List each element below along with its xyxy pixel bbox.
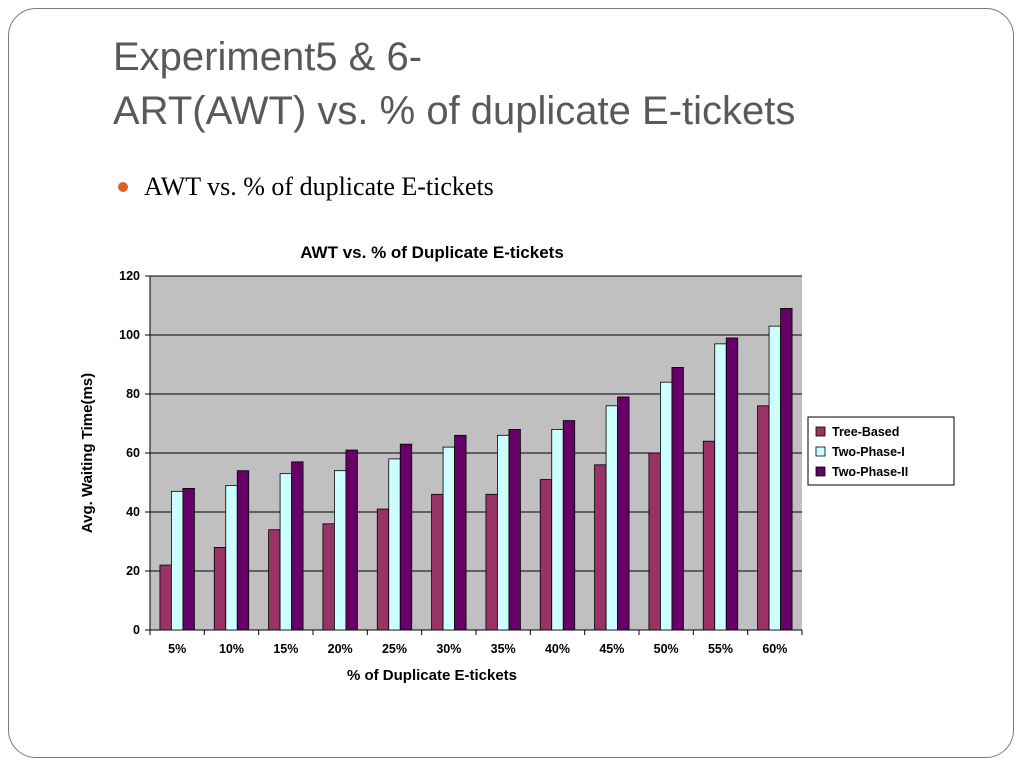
legend-swatch (815, 446, 826, 457)
bar (551, 428, 564, 631)
bar (485, 493, 498, 631)
bar (334, 470, 347, 631)
legend-swatch (815, 466, 826, 477)
x-tick-label: 55% (708, 642, 733, 656)
bar (508, 428, 521, 631)
x-tick-label: 40% (545, 642, 570, 656)
bar (376, 508, 390, 631)
x-tick-label: 20% (328, 642, 353, 656)
slide-title: Experiment5 & 6- ART(AWT) vs. % of dupli… (113, 30, 795, 138)
bar (399, 443, 413, 631)
bar (594, 464, 607, 631)
bar (757, 405, 770, 631)
bar (442, 446, 455, 631)
chart-container: AWT vs. % of Duplicate E-tickets % of Du… (62, 236, 956, 688)
bar (562, 420, 576, 631)
legend-swatch (815, 426, 826, 437)
x-tick-label: 30% (436, 642, 461, 656)
bar (617, 396, 630, 631)
x-tick-label: 5% (168, 642, 186, 656)
slide-title-line-2: ART(AWT) vs. % of duplicate E-tickets (113, 89, 796, 133)
bar (714, 343, 727, 631)
x-tick-label: 25% (382, 642, 407, 656)
x-tick-label: 50% (654, 642, 679, 656)
bar (279, 473, 292, 631)
bar (671, 367, 684, 631)
bar (291, 461, 304, 631)
x-tick-label: 45% (599, 642, 624, 656)
y-tick-label: 20 (126, 564, 140, 578)
bar (225, 485, 238, 631)
bar (648, 452, 661, 631)
y-tick-label: 100 (119, 328, 140, 342)
bar (236, 470, 250, 631)
legend-label: Two-Phase-II (832, 465, 908, 479)
bar (660, 381, 673, 631)
bar (182, 487, 195, 631)
bullet-dot-icon (118, 182, 128, 192)
bar (768, 325, 781, 631)
bullet-item: AWT vs. % of duplicate E-tickets (118, 172, 494, 202)
y-tick-label: 80 (126, 387, 140, 401)
bullet-text: AWT vs. % of duplicate E-tickets (144, 172, 494, 201)
y-tick-label: 60 (126, 446, 140, 460)
bar (702, 440, 716, 631)
x-tick-label: 15% (273, 642, 298, 656)
bar (454, 434, 467, 631)
bar (268, 529, 281, 631)
bar (497, 434, 510, 631)
x-axis-title: % of Duplicate E-tickets (347, 667, 517, 684)
bar (780, 308, 793, 631)
bar (345, 449, 358, 631)
x-tick-label: 35% (491, 642, 516, 656)
bar (605, 405, 618, 631)
y-tick-label: 0 (133, 623, 140, 637)
bar (725, 337, 739, 631)
legend-box (807, 416, 955, 486)
bar (431, 493, 444, 631)
bar (213, 546, 227, 631)
bar (539, 479, 553, 631)
x-tick-label: 60% (762, 642, 787, 656)
bar (171, 490, 184, 631)
bar (388, 458, 401, 631)
y-axis-title: Avg. Waiting Time(ms) (79, 373, 96, 533)
awt-chart: AWT vs. % of Duplicate E-tickets % of Du… (79, 243, 955, 684)
legend-label: Tree-Based (832, 425, 899, 439)
x-tick-label: 10% (219, 642, 244, 656)
y-tick-label: 120 (119, 269, 140, 283)
bar (322, 523, 335, 631)
slide-title-line-1: Experiment5 & 6- (113, 35, 423, 79)
y-tick-label: 40 (126, 505, 140, 519)
legend-label: Two-Phase-I (832, 445, 905, 459)
bar (159, 564, 172, 631)
chart-title: AWT vs. % of Duplicate E-tickets (300, 243, 564, 262)
